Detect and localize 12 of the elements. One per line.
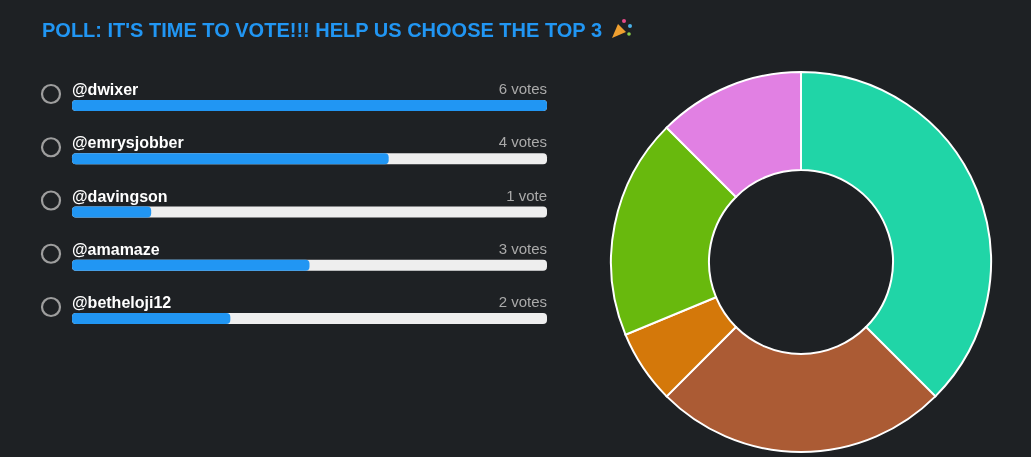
data-label: 2 votes — [498, 293, 547, 310]
y-tick-label: @betheloji12 — [72, 294, 172, 311]
data-label: 1 vote — [506, 186, 547, 204]
bar — [72, 206, 152, 218]
data-label: 4 votes — [498, 133, 547, 151]
chart-title: POLL: IT'S TIME TO VOTE!!! HELP US CHOOSE THE TOP 3 — [42, 19, 602, 41]
y-tick-label: @emrysjobber — [72, 134, 184, 152]
y-tick-label: @dwixer — [72, 81, 139, 98]
y-tick-label: @amamaze — [72, 240, 160, 258]
data-label: 3 votes — [498, 239, 547, 257]
data-label: 6 votes — [498, 80, 547, 97]
y-tick-label: @davingson — [72, 187, 168, 205]
